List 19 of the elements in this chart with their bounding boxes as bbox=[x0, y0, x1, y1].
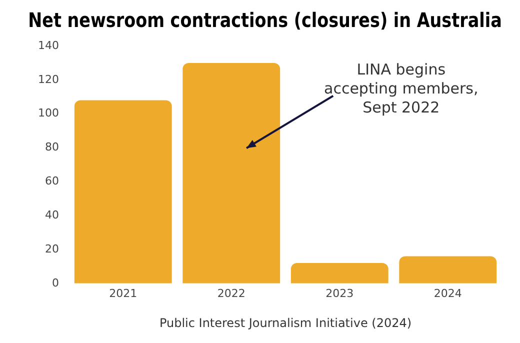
y-tick-label: 100 bbox=[38, 106, 59, 120]
y-tick-label: 80 bbox=[44, 140, 59, 154]
bar bbox=[290, 263, 388, 284]
y-tick-label: 0 bbox=[52, 276, 59, 290]
x-tick-label: 2021 bbox=[109, 286, 138, 300]
y-tick-label: 60 bbox=[44, 174, 59, 188]
y-tick-label: 40 bbox=[44, 208, 59, 222]
y-tick-label: 20 bbox=[44, 242, 59, 256]
x-axis-title: Public Interest Journalism Initiative (2024) bbox=[159, 316, 412, 330]
y-tick-label: 120 bbox=[38, 72, 59, 86]
x-tick-label: 2024 bbox=[434, 286, 462, 300]
x-tick-label: 2023 bbox=[326, 286, 354, 300]
y-tick-label: 140 bbox=[38, 38, 59, 52]
bar bbox=[399, 256, 497, 284]
annotation: LINA begins accepting members, Sept 2022 bbox=[324, 60, 478, 117]
bar bbox=[182, 62, 280, 284]
chart-title: Net newsroom contractions (closures) in Australia bbox=[28, 10, 502, 33]
bar bbox=[74, 100, 172, 284]
x-tick-label: 2022 bbox=[217, 286, 246, 300]
